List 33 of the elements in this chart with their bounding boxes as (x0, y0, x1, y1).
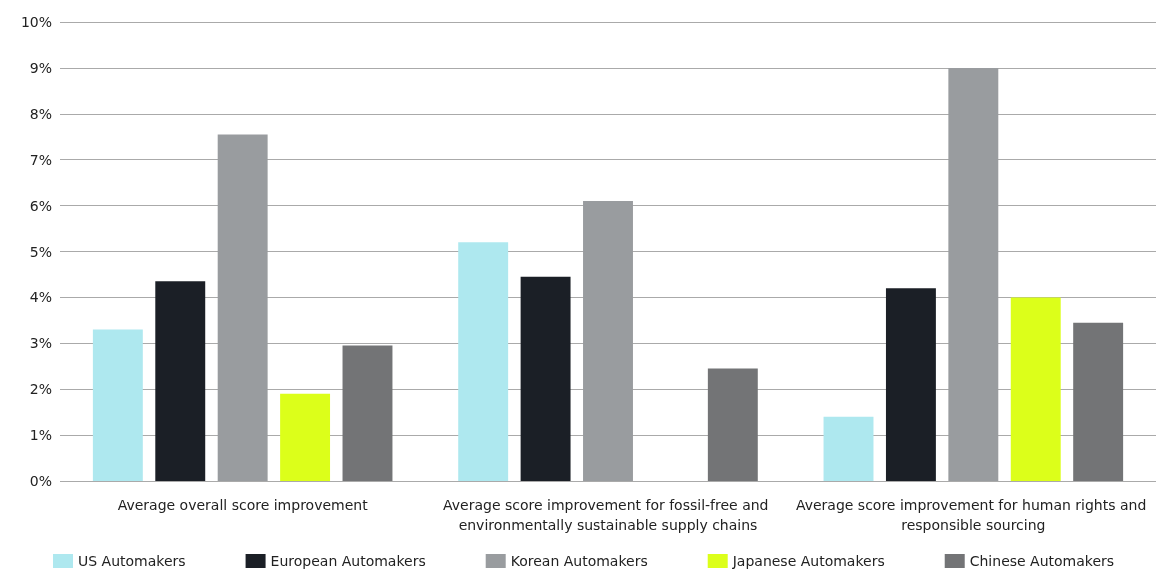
bar (1010, 297, 1061, 481)
x-tick-label: Average overall score improvement (117, 497, 369, 513)
y-tick-label: 2% (29, 381, 52, 398)
bar (520, 276, 571, 481)
y-tick-label: 9% (29, 59, 52, 76)
y-tick-label: 3% (29, 335, 52, 352)
bar (342, 345, 393, 481)
bar (885, 288, 936, 481)
legend-label: Japanese Automakers (731, 553, 885, 569)
y-tick-label: 10% (20, 14, 52, 30)
bar (217, 134, 268, 481)
y-tick-label: 8% (29, 105, 52, 122)
y-tick-label: 1% (29, 427, 52, 444)
bar (280, 393, 331, 481)
bar (707, 368, 758, 481)
bar (823, 416, 874, 481)
y-tick-label: 5% (29, 243, 52, 260)
bar (458, 242, 509, 481)
bar (583, 201, 633, 481)
bar (155, 281, 206, 481)
y-tick-label: 7% (29, 151, 52, 168)
y-tick-label: 6% (29, 197, 52, 214)
bar (1073, 322, 1124, 481)
legend-label: Chinese Automakers (969, 553, 1115, 569)
legend-label: European Automakers (270, 553, 426, 569)
x-tick-label: Average score improvement for fossil-free and environmentally sustainable supply chains (443, 497, 773, 533)
bar (948, 67, 999, 481)
bar (92, 329, 143, 481)
legend-label: US Automakers (78, 553, 186, 569)
y-tick-label: 0% (29, 473, 52, 489)
legend-label: Korean Automakers (510, 553, 648, 569)
x-tick-label: Average score improvement for human rights and responsible sourcing (795, 497, 1151, 533)
y-tick-label: 4% (29, 289, 52, 306)
